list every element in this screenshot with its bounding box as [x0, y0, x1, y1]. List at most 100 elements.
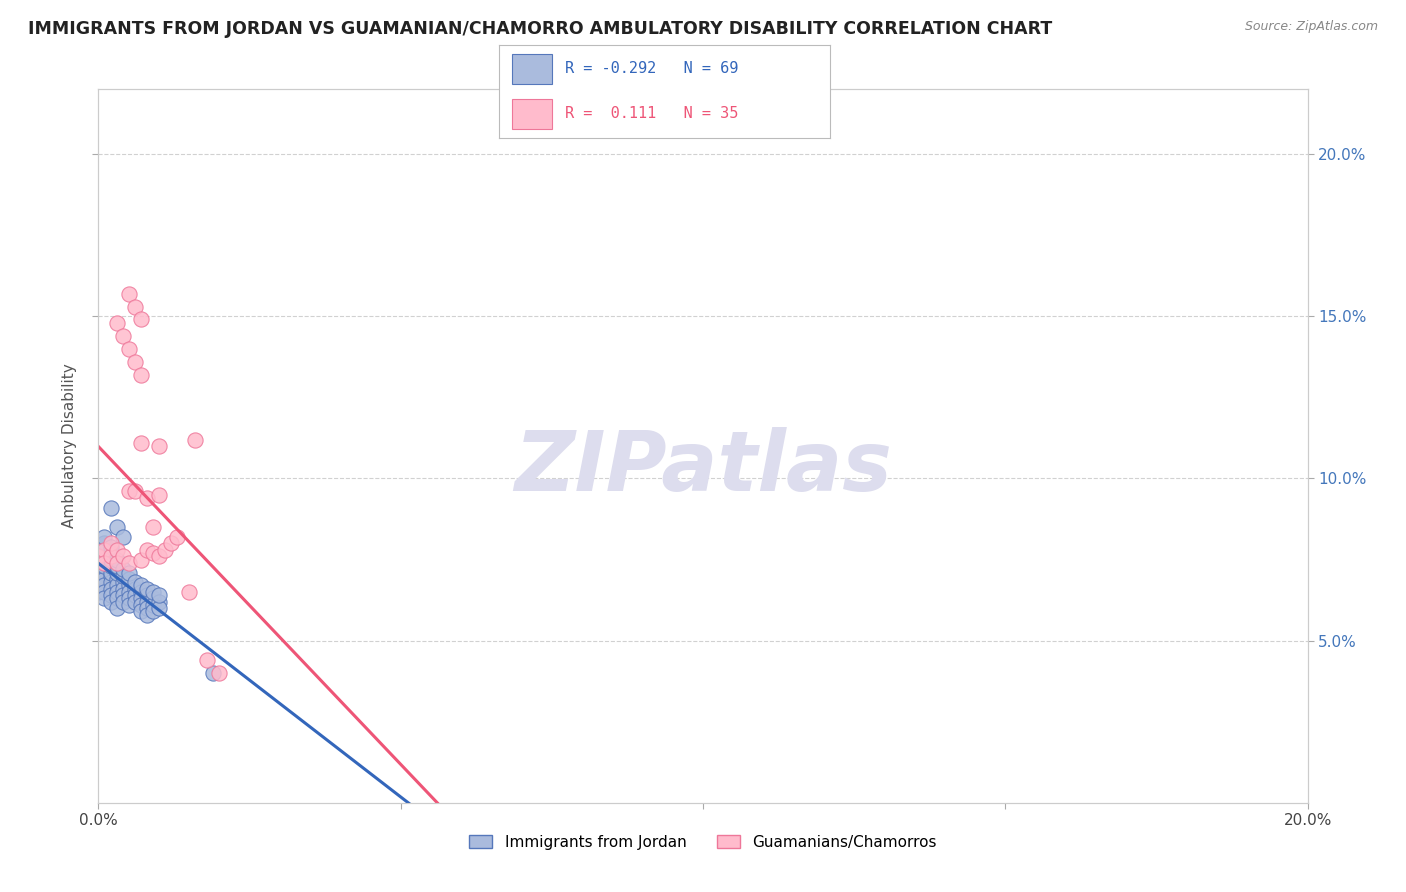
Point	[179, 585, 201, 599]
Bar	[512, 54, 553, 84]
Point	[160, 536, 183, 550]
Point	[100, 588, 122, 602]
Point	[184, 433, 207, 447]
Point	[93, 559, 115, 574]
Point	[105, 316, 128, 330]
Point	[105, 566, 128, 580]
Point	[148, 549, 170, 564]
Point	[118, 591, 141, 606]
Point	[100, 546, 122, 560]
Point	[118, 566, 141, 580]
Point	[129, 604, 152, 618]
Point	[93, 530, 115, 544]
Point	[129, 591, 152, 606]
Point	[100, 568, 122, 582]
Text: IMMIGRANTS FROM JORDAN VS GUAMANIAN/CHAMORRO AMBULATORY DISABILITY CORRELATION C: IMMIGRANTS FROM JORDAN VS GUAMANIAN/CHAM…	[28, 20, 1052, 37]
Point	[142, 591, 165, 606]
Point	[135, 601, 157, 615]
Point	[135, 607, 157, 622]
Point	[87, 549, 110, 564]
Point	[195, 653, 218, 667]
Point	[118, 342, 141, 356]
Point	[111, 530, 134, 544]
Point	[93, 578, 115, 592]
Point	[124, 588, 146, 602]
Point	[105, 591, 128, 606]
Point	[105, 552, 128, 566]
Point	[129, 435, 152, 450]
Point	[135, 588, 157, 602]
Point	[142, 520, 165, 534]
Text: R =  0.111   N = 35: R = 0.111 N = 35	[565, 106, 738, 121]
Point	[105, 559, 128, 574]
Point	[142, 546, 165, 560]
Point	[129, 585, 152, 599]
Y-axis label: Ambulatory Disability: Ambulatory Disability	[62, 364, 77, 528]
Point	[100, 549, 122, 564]
Point	[100, 575, 122, 590]
Text: R = -0.292   N = 69: R = -0.292 N = 69	[565, 62, 738, 77]
Point	[129, 598, 152, 612]
Point	[100, 500, 122, 515]
Point	[202, 666, 225, 681]
Point	[118, 484, 141, 499]
Point	[111, 582, 134, 596]
Point	[105, 520, 128, 534]
Point	[100, 540, 122, 554]
Point	[87, 585, 110, 599]
Legend: Immigrants from Jordan, Guamanians/Chamorros: Immigrants from Jordan, Guamanians/Chamo…	[464, 829, 942, 855]
Point	[93, 552, 115, 566]
Point	[118, 556, 141, 570]
Point	[118, 585, 141, 599]
Point	[100, 552, 122, 566]
Point	[111, 568, 134, 582]
Point	[105, 578, 128, 592]
Point	[111, 328, 134, 343]
Point	[129, 578, 152, 592]
Point	[142, 604, 165, 618]
Point	[93, 572, 115, 586]
Point	[124, 575, 146, 590]
Point	[135, 582, 157, 596]
Point	[93, 536, 115, 550]
Point	[100, 559, 122, 574]
Point	[105, 542, 128, 557]
Point	[93, 542, 115, 557]
Point	[93, 556, 115, 570]
Point	[111, 549, 134, 564]
Point	[124, 354, 146, 368]
Point	[93, 591, 115, 606]
Point	[124, 300, 146, 314]
Point	[129, 552, 152, 566]
Point	[93, 585, 115, 599]
Point	[111, 588, 134, 602]
Point	[118, 578, 141, 592]
Point	[124, 582, 146, 596]
Point	[124, 595, 146, 609]
Point	[87, 568, 110, 582]
Point	[142, 598, 165, 612]
Point	[148, 601, 170, 615]
Point	[87, 575, 110, 590]
Point	[93, 542, 115, 557]
Point	[100, 536, 122, 550]
Point	[118, 598, 141, 612]
Point	[148, 488, 170, 502]
Point	[105, 556, 128, 570]
Point	[135, 491, 157, 505]
Point	[148, 588, 170, 602]
Point	[118, 572, 141, 586]
Point	[118, 286, 141, 301]
Point	[111, 595, 134, 609]
Point	[142, 585, 165, 599]
Point	[129, 312, 152, 326]
Point	[153, 542, 176, 557]
Text: ZIPatlas: ZIPatlas	[515, 427, 891, 508]
Point	[105, 572, 128, 586]
Point	[148, 595, 170, 609]
Point	[166, 530, 188, 544]
Point	[111, 575, 134, 590]
Point	[105, 601, 128, 615]
Point	[124, 484, 146, 499]
Text: Source: ZipAtlas.com: Source: ZipAtlas.com	[1244, 20, 1378, 33]
